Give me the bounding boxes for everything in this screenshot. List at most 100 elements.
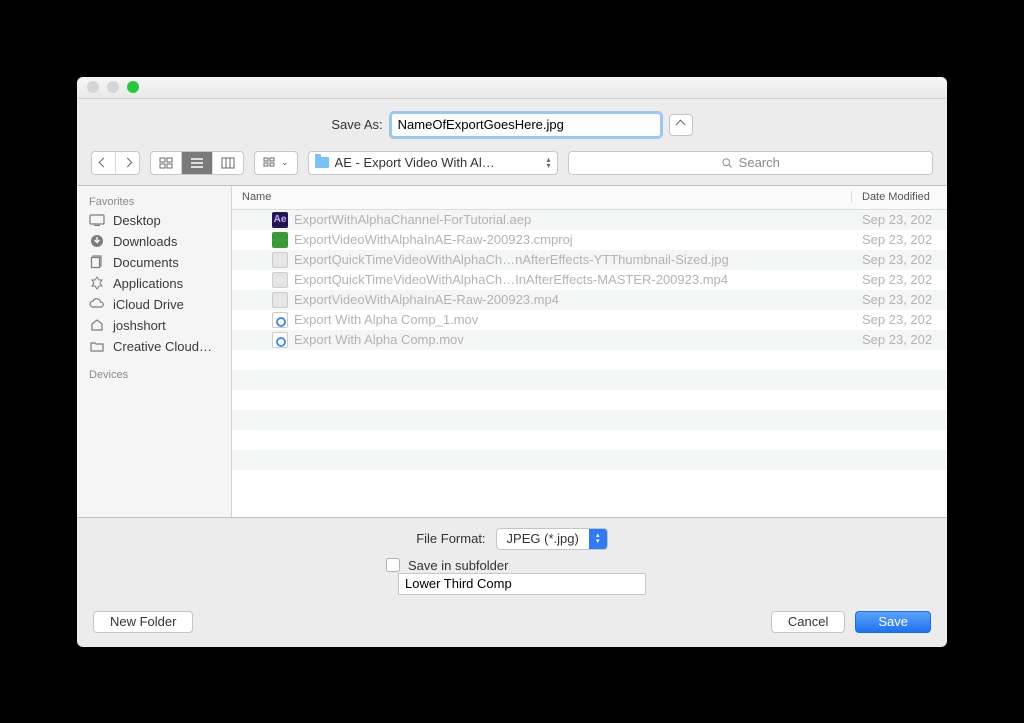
file-name: ExportQuickTimeVideoWithAlphaCh…nAfterEf… xyxy=(294,252,729,267)
file-date: Sep 23, 202 xyxy=(852,272,947,287)
column-date[interactable]: Date Modified xyxy=(852,191,947,203)
file-row[interactable]: Export With Alpha Comp.mov Sep 23, 202 xyxy=(232,330,947,350)
file-date: Sep 23, 202 xyxy=(852,292,947,307)
sidebar-item-icloud[interactable]: iCloud Drive xyxy=(77,294,231,315)
view-mode-buttons xyxy=(150,151,244,175)
folder-icon xyxy=(315,157,329,168)
applications-icon xyxy=(89,276,105,290)
view-columns-button[interactable] xyxy=(212,152,243,174)
sidebar-item-downloads[interactable]: Downloads xyxy=(77,231,231,252)
file-row[interactable]: ExportQuickTimeVideoWithAlphaCh…InAfterE… xyxy=(232,270,947,290)
sidebar-favorites-header: Favorites xyxy=(77,192,231,210)
file-name: Export With Alpha Comp.mov xyxy=(294,332,464,347)
downloads-icon xyxy=(89,234,105,248)
file-format-value: JPEG (*.jpg) xyxy=(497,531,589,546)
list-icon xyxy=(190,157,204,169)
options-panel: File Format: JPEG (*.jpg) ▴▾ Save in sub… xyxy=(77,518,947,601)
cancel-button[interactable]: Cancel xyxy=(771,611,845,633)
subfolder-input[interactable] xyxy=(398,573,646,595)
nav-buttons xyxy=(91,151,140,175)
traffic-light-zoom-icon[interactable] xyxy=(127,81,139,93)
forward-button[interactable] xyxy=(115,152,139,174)
chevron-right-icon xyxy=(123,158,133,168)
updown-chevron-icon: ▴▾ xyxy=(547,157,551,169)
file-browser: Name Date Modified Ae ExportWithAlphaChan… xyxy=(232,186,947,517)
sidebar-item-documents[interactable]: Documents xyxy=(77,252,231,273)
traffic-light-minimize-icon[interactable] xyxy=(107,81,119,93)
file-row[interactable]: ExportVideoWithAlphaInAE-Raw-200923.cmpr… xyxy=(232,230,947,250)
column-name[interactable]: Name xyxy=(232,191,852,203)
file-name: ExportWithAlphaChannel-ForTutorial.aep xyxy=(294,212,531,227)
save-as-input[interactable] xyxy=(391,113,661,137)
empty-row xyxy=(232,450,947,470)
body: Favorites Desktop Downloads Documents Ap… xyxy=(77,185,947,518)
file-type-icon: Ae xyxy=(272,212,288,228)
save-dialog-window: Save As: ⌄ AE - Expor xyxy=(77,77,947,647)
file-row[interactable]: Export With Alpha Comp_1.movSep 23, 202 xyxy=(232,310,947,330)
view-list-button[interactable] xyxy=(181,152,212,174)
file-type-icon xyxy=(272,232,288,248)
sidebar-item-label: joshshort xyxy=(113,318,166,333)
arrange-icon xyxy=(263,157,277,169)
file-list: Ae ExportWithAlphaChannel-ForTutorial.aep… xyxy=(232,210,947,517)
sidebar-item-label: Downloads xyxy=(113,234,177,249)
empty-row xyxy=(232,370,947,390)
sidebar-item-home[interactable]: joshshort xyxy=(77,315,231,336)
columns-icon xyxy=(221,157,235,169)
file-name: ExportVideoWithAlphaInAE-Raw-200923.cmpr… xyxy=(294,232,573,247)
chevron-up-icon xyxy=(676,120,686,130)
file-row[interactable]: ExportVideoWithAlphaInAE-Raw-200923.mp4 S… xyxy=(232,290,947,310)
collapse-button[interactable] xyxy=(669,114,693,136)
file-format-dropdown[interactable]: JPEG (*.jpg) ▴▾ xyxy=(496,528,608,550)
updown-chevron-icon: ▴▾ xyxy=(589,529,607,549)
desktop-icon xyxy=(89,213,105,227)
arrange-button[interactable]: ⌄ xyxy=(254,151,298,175)
grid-icon xyxy=(159,157,173,169)
column-headers: Name Date Modified xyxy=(232,186,947,210)
folder-icon xyxy=(89,339,105,353)
file-type-icon xyxy=(272,312,288,328)
sidebar-item-label: Desktop xyxy=(113,213,161,228)
cloud-icon xyxy=(89,297,105,311)
file-row[interactable]: Ae ExportWithAlphaChannel-ForTutorial.aep… xyxy=(232,210,947,230)
view-icons-button[interactable] xyxy=(151,152,181,174)
folder-dropdown[interactable]: AE - Export Video With Al… ▴▾ xyxy=(308,151,558,175)
search-icon xyxy=(721,157,733,169)
search-field[interactable]: Search xyxy=(568,151,933,175)
sidebar: Favorites Desktop Downloads Documents Ap… xyxy=(77,186,232,517)
toolbar: ⌄ AE - Export Video With Al… ▴▾ Search xyxy=(77,147,947,185)
new-folder-button[interactable]: New Folder xyxy=(93,611,193,633)
file-type-icon xyxy=(272,272,288,288)
chevron-left-icon xyxy=(99,158,109,168)
save-button[interactable]: Save xyxy=(855,611,931,633)
file-format-row: File Format: JPEG (*.jpg) ▴▾ xyxy=(416,528,608,550)
titlebar xyxy=(77,77,947,99)
search-placeholder: Search xyxy=(739,155,780,170)
empty-row xyxy=(232,390,947,410)
file-date: Sep 23, 202 xyxy=(852,232,947,247)
file-name: ExportVideoWithAlphaInAE-Raw-200923.mp4 xyxy=(294,292,559,307)
back-button[interactable] xyxy=(92,152,115,174)
subfolder-label: Save in subfolder xyxy=(408,558,508,573)
save-as-label: Save As: xyxy=(331,117,382,132)
footer: New Folder Cancel Save xyxy=(77,601,947,647)
file-row[interactable]: ExportQuickTimeVideoWithAlphaCh…nAfterEf… xyxy=(232,250,947,270)
file-type-icon xyxy=(272,292,288,308)
subfolder-checkbox[interactable] xyxy=(386,558,400,572)
file-date: Sep 23, 202 xyxy=(852,212,947,227)
file-name: Export With Alpha Comp_1.mov xyxy=(294,312,478,327)
sidebar-devices-header: Devices xyxy=(77,365,231,383)
sidebar-item-creative-cloud[interactable]: Creative Cloud… xyxy=(77,336,231,357)
file-type-icon xyxy=(272,252,288,268)
chevron-down-icon: ⌄ xyxy=(281,157,289,168)
file-format-label: File Format: xyxy=(416,531,485,546)
sidebar-item-label: Documents xyxy=(113,255,179,270)
file-date: Sep 23, 202 xyxy=(852,252,947,267)
empty-row xyxy=(232,410,947,430)
sidebar-item-label: Creative Cloud… xyxy=(113,339,212,354)
file-date: Sep 23, 202 xyxy=(852,332,947,347)
sidebar-item-desktop[interactable]: Desktop xyxy=(77,210,231,231)
sidebar-item-applications[interactable]: Applications xyxy=(77,273,231,294)
traffic-light-close-icon[interactable] xyxy=(87,81,99,93)
save-as-row: Save As: xyxy=(77,99,947,147)
